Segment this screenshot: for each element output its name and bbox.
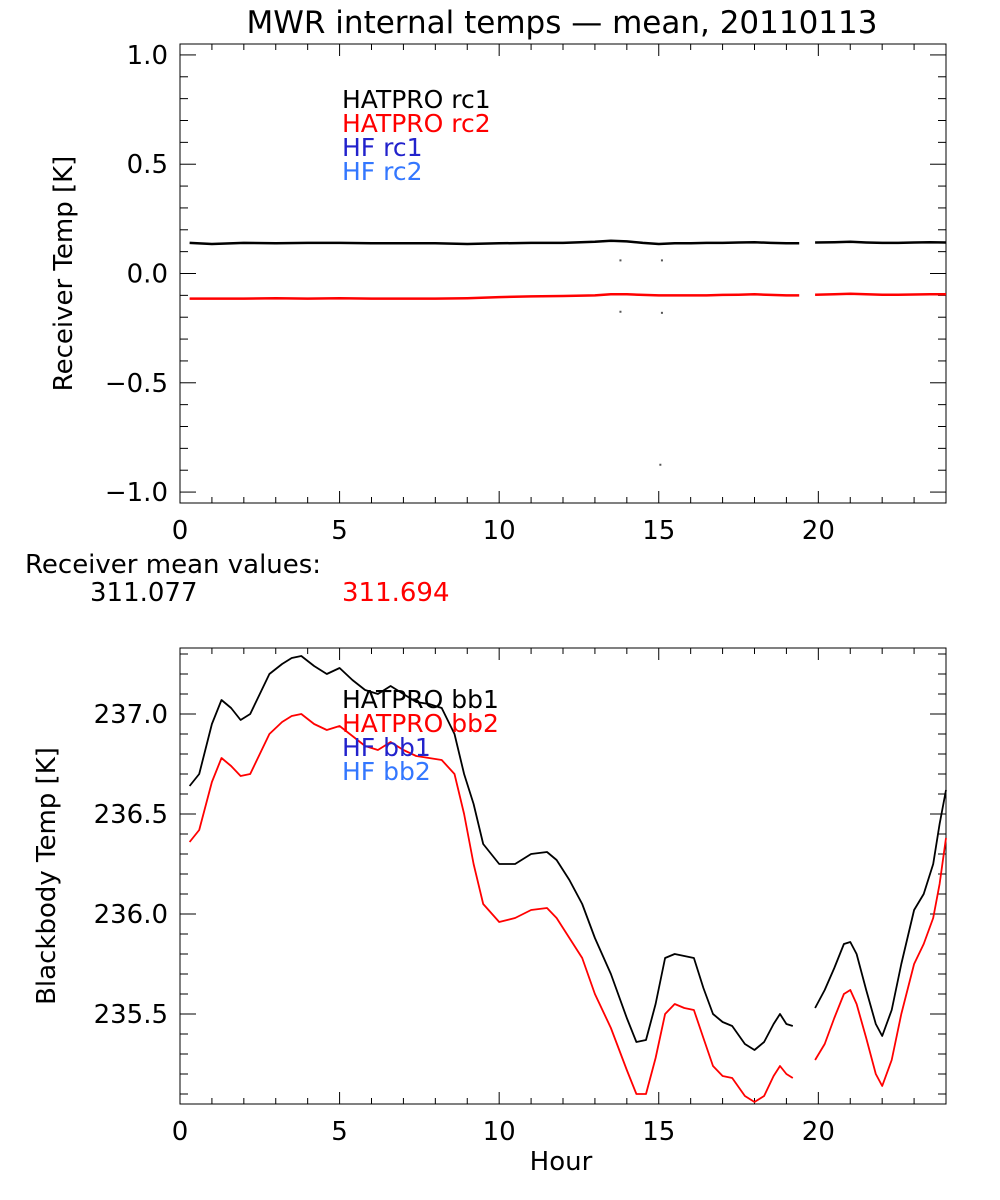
outlier-point bbox=[619, 259, 622, 262]
series-line-hatpro-bb2 bbox=[188, 713, 794, 1103]
x-tick-label: 15 bbox=[642, 516, 675, 546]
legend-entry: HF rc1 bbox=[342, 133, 423, 162]
receiver-mean-label: Receiver mean values: bbox=[25, 550, 321, 580]
x-tick-label: 0 bbox=[172, 1117, 189, 1147]
x-tick-label: 10 bbox=[483, 516, 516, 546]
y-tick-label: 236.0 bbox=[94, 900, 168, 930]
legend-entry: HF rc2 bbox=[342, 157, 423, 186]
y-tick-label: 0.5 bbox=[127, 150, 168, 180]
x-tick-label: 5 bbox=[331, 1117, 348, 1147]
outlier-point bbox=[659, 463, 662, 466]
y-tick-label: −0.5 bbox=[105, 369, 168, 399]
receiver-mean-value-1: 311.077 bbox=[90, 578, 198, 608]
y-axis-label: Blackbody Temp [K] bbox=[32, 747, 62, 1005]
receiver-mean-value-2: 311.694 bbox=[342, 578, 450, 608]
outlier-point bbox=[660, 311, 663, 314]
x-tick-label: 20 bbox=[802, 1117, 835, 1147]
x-tick-label: 15 bbox=[642, 1117, 675, 1147]
outlier-point bbox=[660, 259, 663, 262]
series-line-hatpro-rc1 bbox=[189, 239, 800, 246]
receiver-temp-panel: 0 5 10 15 20 −1.0 −0.5 0.0 0.5 1.0 Receiver Temp [… bbox=[49, 41, 947, 546]
series-line-hatpro-rc1 bbox=[815, 240, 947, 245]
legend-entry: HATPRO rc1 bbox=[342, 85, 491, 114]
series-line-hatpro-rc2 bbox=[189, 293, 800, 300]
plot-frame bbox=[179, 43, 947, 504]
legend-entry: HATPRO bb2 bbox=[342, 709, 499, 738]
figure-title: MWR internal temps — mean, 20110113 bbox=[247, 5, 878, 41]
legend-entry: HATPRO bb1 bbox=[342, 685, 499, 714]
x-tick-label: 10 bbox=[483, 1117, 516, 1147]
y-tick-label: 235.5 bbox=[94, 1000, 168, 1030]
x-tick-label: 5 bbox=[331, 516, 348, 546]
legend-entry: HF bb1 bbox=[342, 733, 431, 762]
blackbody-temp-panel: 0 5 10 15 20 235.5 236.0 236.5 237.0 Blackbody Te… bbox=[32, 647, 947, 1177]
series-line-hatpro-bb2 bbox=[814, 837, 947, 1087]
y-tick-label: 237.0 bbox=[94, 700, 168, 730]
y-axis-label: Receiver Temp [K] bbox=[49, 156, 79, 392]
x-tick-label: 0 bbox=[172, 516, 189, 546]
y-tick-label: 1.0 bbox=[127, 41, 168, 71]
legend-entry: HF bb2 bbox=[342, 757, 431, 786]
legend-entry: HATPRO rc2 bbox=[342, 109, 491, 138]
x-tick-label: 20 bbox=[802, 516, 835, 546]
x-axis-label: Hour bbox=[530, 1147, 593, 1177]
series-line-hatpro-bb1 bbox=[188, 655, 794, 1051]
series-line-hatpro-rc2 bbox=[815, 292, 946, 296]
outlier-point bbox=[619, 310, 622, 313]
plot-frame bbox=[179, 647, 947, 1105]
series-line-hatpro-bb1 bbox=[814, 789, 947, 1037]
y-tick-label: −1.0 bbox=[105, 478, 168, 508]
y-tick-label: 0.0 bbox=[127, 260, 168, 290]
y-tick-label: 236.5 bbox=[94, 800, 168, 830]
